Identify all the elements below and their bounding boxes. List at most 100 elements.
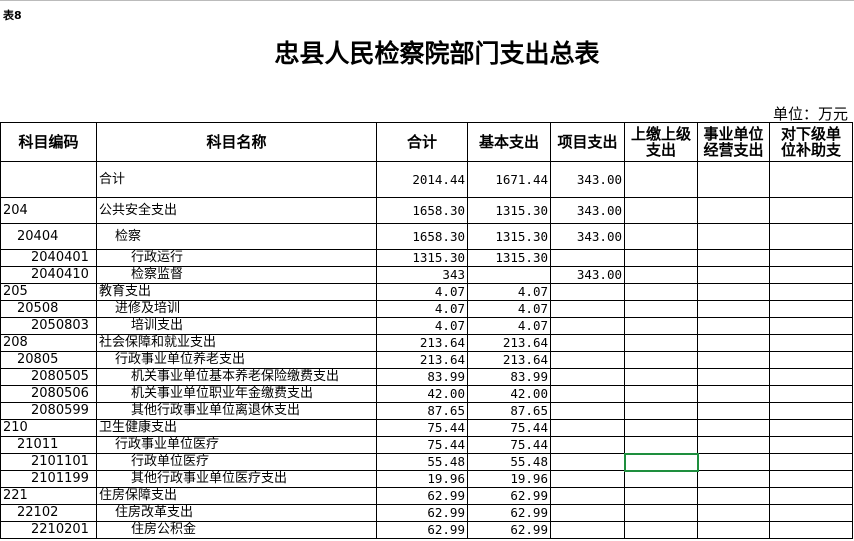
column-header[interactable]: 对下级单位补助支: [769, 122, 853, 162]
column-header[interactable]: 上缴上级支出: [624, 122, 698, 162]
business-cell[interactable]: [697, 300, 770, 318]
basic-cell[interactable]: 62.99: [467, 504, 551, 522]
name-cell[interactable]: 住房公积金: [96, 521, 377, 539]
remit-cell[interactable]: [624, 223, 698, 250]
code-cell[interactable]: 2101101: [0, 453, 97, 471]
remit-cell[interactable]: [624, 334, 698, 352]
basic-cell[interactable]: 62.99: [467, 521, 551, 539]
basic-cell[interactable]: 75.44: [467, 436, 551, 454]
project-cell[interactable]: [550, 317, 625, 335]
subsidy-cell[interactable]: [769, 453, 853, 471]
total-cell[interactable]: 62.99: [376, 487, 468, 505]
project-cell[interactable]: 343.00: [550, 197, 625, 224]
code-cell[interactable]: 2050803: [0, 317, 97, 335]
name-cell[interactable]: 行政单位医疗: [96, 453, 377, 471]
project-cell[interactable]: [550, 402, 625, 420]
total-cell[interactable]: 213.64: [376, 351, 468, 369]
total-cell[interactable]: 343: [376, 266, 468, 284]
project-cell[interactable]: [550, 385, 625, 403]
business-cell[interactable]: [697, 385, 770, 403]
name-cell[interactable]: 行政事业单位医疗: [96, 436, 377, 454]
name-cell[interactable]: 社会保障和就业支出: [96, 334, 377, 352]
subsidy-cell[interactable]: [769, 436, 853, 454]
total-cell[interactable]: 4.07: [376, 317, 468, 335]
column-header[interactable]: 科目编码: [0, 122, 97, 162]
business-cell[interactable]: [697, 334, 770, 352]
remit-cell[interactable]: [624, 317, 698, 335]
project-cell[interactable]: [550, 334, 625, 352]
basic-cell[interactable]: 4.07: [467, 317, 551, 335]
code-cell[interactable]: 2080505: [0, 368, 97, 386]
column-header[interactable]: 基本支出: [467, 122, 551, 162]
remit-cell[interactable]: [624, 419, 698, 437]
total-cell[interactable]: 19.96: [376, 470, 468, 488]
remit-cell[interactable]: [624, 504, 698, 522]
remit-cell[interactable]: [624, 351, 698, 369]
code-cell[interactable]: 20508: [0, 300, 97, 318]
name-cell[interactable]: 机关事业单位基本养老保险缴费支出: [96, 368, 377, 386]
total-cell[interactable]: 75.44: [376, 436, 468, 454]
code-cell[interactable]: 21011: [0, 436, 97, 454]
basic-cell[interactable]: 1671.44: [467, 161, 551, 198]
column-header[interactable]: 事业单位经营支出: [697, 122, 770, 162]
remit-cell[interactable]: [624, 436, 698, 454]
remit-cell[interactable]: [624, 249, 698, 267]
subsidy-cell[interactable]: [769, 402, 853, 420]
business-cell[interactable]: [697, 283, 770, 301]
code-cell[interactable]: 208: [0, 334, 97, 352]
business-cell[interactable]: [697, 317, 770, 335]
code-cell[interactable]: 22102: [0, 504, 97, 522]
name-cell[interactable]: 住房改革支出: [96, 504, 377, 522]
code-cell[interactable]: 20805: [0, 351, 97, 369]
total-cell[interactable]: 1315.30: [376, 249, 468, 267]
basic-cell[interactable]: 62.99: [467, 487, 551, 505]
total-cell[interactable]: 2014.44: [376, 161, 468, 198]
project-cell[interactable]: [550, 368, 625, 386]
business-cell[interactable]: [697, 521, 770, 539]
project-cell[interactable]: [550, 436, 625, 454]
total-cell[interactable]: 4.07: [376, 283, 468, 301]
business-cell[interactable]: [697, 470, 770, 488]
subsidy-cell[interactable]: [769, 300, 853, 318]
subsidy-cell[interactable]: [769, 334, 853, 352]
total-cell[interactable]: 62.99: [376, 521, 468, 539]
column-header[interactable]: 合计: [376, 122, 468, 162]
column-header[interactable]: 项目支出: [550, 122, 625, 162]
subsidy-cell[interactable]: [769, 197, 853, 224]
business-cell[interactable]: [697, 249, 770, 267]
code-cell[interactable]: 2210201: [0, 521, 97, 539]
total-cell[interactable]: 42.00: [376, 385, 468, 403]
basic-cell[interactable]: 55.48: [467, 453, 551, 471]
code-cell[interactable]: 210: [0, 419, 97, 437]
subsidy-cell[interactable]: [769, 368, 853, 386]
business-cell[interactable]: [697, 436, 770, 454]
project-cell[interactable]: [550, 470, 625, 488]
remit-cell[interactable]: [624, 283, 698, 301]
remit-cell[interactable]: [624, 197, 698, 224]
business-cell[interactable]: [697, 266, 770, 284]
remit-cell[interactable]: [623, 452, 699, 472]
remit-cell[interactable]: [624, 487, 698, 505]
business-cell[interactable]: [697, 351, 770, 369]
business-cell[interactable]: [697, 487, 770, 505]
project-cell[interactable]: 343.00: [550, 223, 625, 250]
project-cell[interactable]: [550, 249, 625, 267]
subsidy-cell[interactable]: [769, 419, 853, 437]
project-cell[interactable]: [550, 283, 625, 301]
business-cell[interactable]: [697, 402, 770, 420]
code-cell[interactable]: 2080506: [0, 385, 97, 403]
project-cell[interactable]: [550, 521, 625, 539]
basic-cell[interactable]: 1315.30: [467, 249, 551, 267]
total-cell[interactable]: 1658.30: [376, 197, 468, 224]
subsidy-cell[interactable]: [769, 504, 853, 522]
name-cell[interactable]: 检察监督: [96, 266, 377, 284]
total-cell[interactable]: 75.44: [376, 419, 468, 437]
code-cell[interactable]: 20404: [0, 223, 97, 250]
business-cell[interactable]: [697, 504, 770, 522]
code-cell[interactable]: 221: [0, 487, 97, 505]
basic-cell[interactable]: 42.00: [467, 385, 551, 403]
name-cell[interactable]: 行政运行: [96, 249, 377, 267]
basic-cell[interactable]: 83.99: [467, 368, 551, 386]
name-cell[interactable]: 住房保障支出: [96, 487, 377, 505]
name-cell[interactable]: 培训支出: [96, 317, 377, 335]
